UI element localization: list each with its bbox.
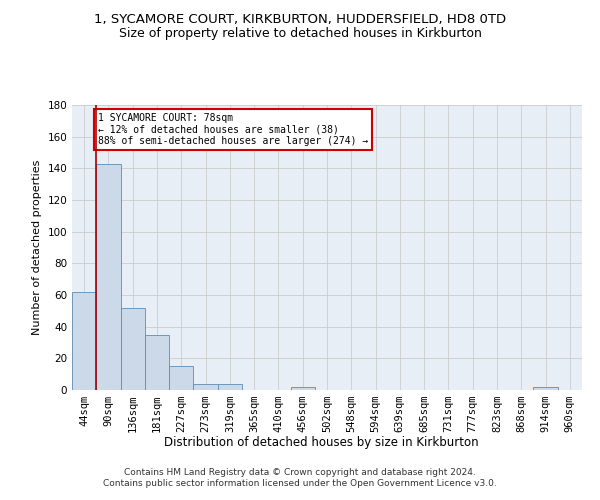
Bar (145, 334, 169, 390)
Bar (72, 292, 96, 390)
Bar (218, 384, 242, 390)
Text: Size of property relative to detached houses in Kirkburton: Size of property relative to detached ho… (119, 28, 481, 40)
Text: Contains HM Land Registry data © Crown copyright and database right 2024.
Contai: Contains HM Land Registry data © Crown c… (103, 468, 497, 487)
Text: Distribution of detached houses by size in Kirkburton: Distribution of detached houses by size … (164, 436, 478, 449)
Bar (96, 164, 121, 390)
Text: 1 SYCAMORE COURT: 78sqm
← 12% of detached houses are smaller (38)
88% of semi-de: 1 SYCAMORE COURT: 78sqm ← 12% of detache… (97, 113, 368, 146)
Bar (169, 366, 193, 390)
Bar (533, 387, 558, 390)
Bar (193, 384, 218, 390)
Y-axis label: Number of detached properties: Number of detached properties (32, 160, 42, 335)
Text: 1, SYCAMORE COURT, KIRKBURTON, HUDDERSFIELD, HD8 0TD: 1, SYCAMORE COURT, KIRKBURTON, HUDDERSFI… (94, 12, 506, 26)
Bar (121, 308, 145, 390)
Bar (290, 387, 315, 390)
